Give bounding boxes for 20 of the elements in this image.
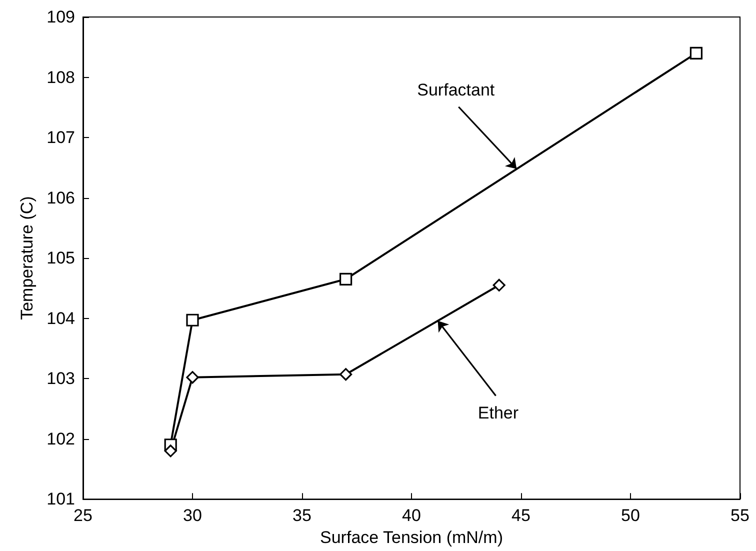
y-tick-label: 107 (46, 128, 75, 148)
y-tick-label: 109 (46, 8, 75, 26)
x-tick-label: 30 (183, 506, 202, 526)
annotation: Surfactant (417, 80, 495, 100)
y-tick-label: 104 (46, 308, 75, 328)
y-tick-label: 106 (46, 188, 75, 208)
annotation: Ether (478, 403, 519, 422)
y-axis-title: Temperature (C) (18, 196, 37, 320)
y-tick-label: 105 (46, 248, 75, 268)
x-tick-label: 25 (74, 506, 92, 526)
y-tick-label: 101 (46, 490, 75, 509)
x-tick-label: 35 (292, 506, 312, 526)
x-tick-label: 50 (621, 506, 640, 526)
y-tick-label: 102 (46, 429, 75, 448)
x-tick-label: 45 (512, 506, 530, 526)
x-tick-label: 40 (402, 506, 421, 526)
x-tick-label: 55 (730, 506, 750, 526)
y-tick-label: 103 (46, 369, 75, 388)
y-tick-label: 108 (46, 68, 75, 87)
x-axis-title: Surface Tension (mN/m) (320, 528, 503, 547)
